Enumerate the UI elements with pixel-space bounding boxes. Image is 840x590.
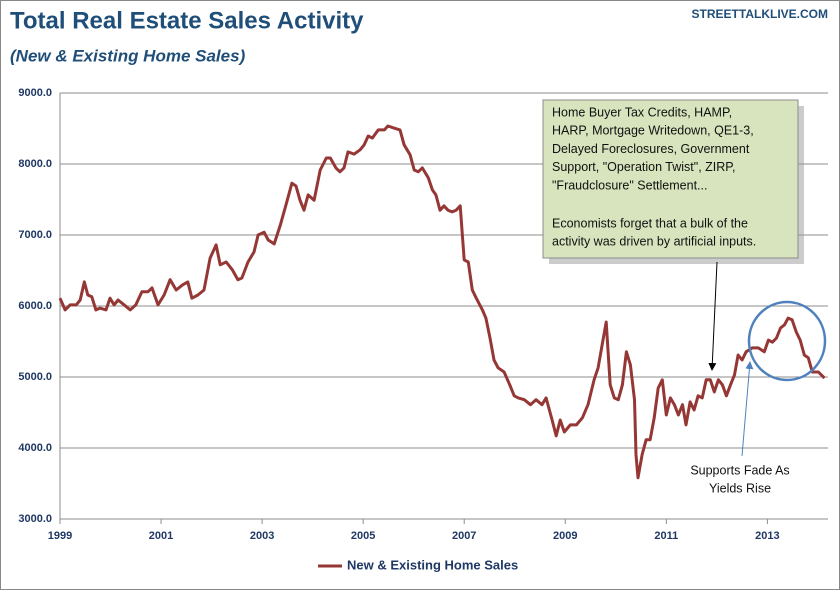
annotation-line: Home Buyer Tax Credits, HAMP, (552, 105, 732, 119)
x-tick-label: 2007 (452, 530, 476, 542)
note-box (542, 99, 799, 259)
annotation-line: Support, "Operation Twist", ZIRP, (552, 160, 736, 174)
y-tick-label: 8000.0 (18, 158, 52, 170)
x-tick-label: 2011 (654, 530, 678, 542)
y-tick-label: 5000.0 (18, 371, 52, 383)
y-tick-label: 3000.0 (18, 513, 52, 525)
fade-arrow (741, 361, 754, 457)
x-tick-label: 2001 (149, 530, 173, 542)
watermark: STREETTALKLIVE.COM (692, 7, 828, 21)
highlight-ellipse (747, 300, 827, 382)
chart-subtitle: (New & Existing Home Sales) (10, 46, 246, 65)
annotation-line: Delayed Foreclosures, Government (552, 142, 750, 156)
y-tick-label: 7000.0 (18, 229, 52, 241)
annotation-line: "Fraudclosure" Settlement... (552, 178, 707, 192)
y-tick-label: 4000.0 (18, 442, 52, 454)
y-tick-label: 6000.0 (18, 300, 52, 312)
note-arrow (708, 261, 718, 371)
annotation-line: HARP, Mortgage Writedown, QE1-3, (552, 124, 754, 138)
chart-title: Total Real Estate Sales Activity (10, 7, 364, 34)
annotation-line: activity was driven by artificial inputs… (552, 235, 756, 249)
x-tick-label: 2013 (755, 530, 779, 542)
x-tick-label: 1999 (48, 530, 72, 542)
data-line (58, 124, 826, 480)
annotation-line: Yields Rise (709, 481, 771, 495)
y-tick-label: 9000.0 (18, 87, 52, 99)
legend-label: New & Existing Home Sales (347, 557, 518, 572)
x-tick-label: 2003 (250, 530, 274, 542)
annotation-line: Supports Fade As (690, 463, 789, 477)
annotation-line: Economists forget that a bulk of the (552, 216, 748, 230)
x-tick-label: 2005 (351, 530, 375, 542)
x-tick-label: 2009 (553, 530, 577, 542)
